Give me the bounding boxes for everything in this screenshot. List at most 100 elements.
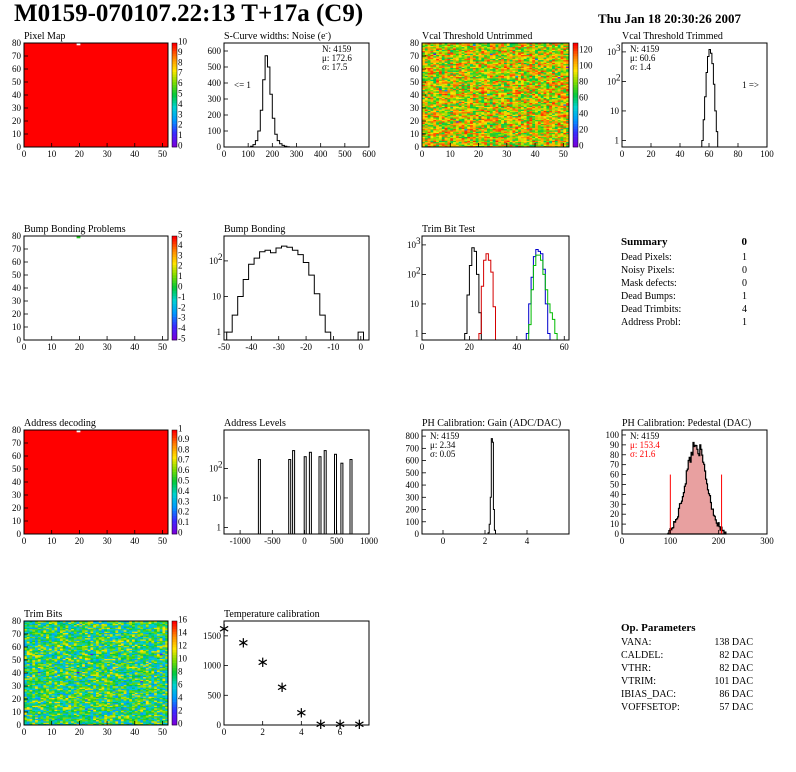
- heatmap-cell: [450, 44, 454, 46]
- heatmap-cell: [537, 137, 542, 140]
- heatmap-cell: [518, 98, 522, 101]
- heatmap-cell: [478, 54, 482, 57]
- heatmap-cell: [549, 63, 553, 66]
- heatmap-cell: [523, 53, 527, 55]
- heatmap-cell: [430, 48, 434, 50]
- heatmap-cell: [552, 53, 556, 55]
- heatmap-cell: [512, 46, 516, 49]
- heatmap-cell: [552, 50, 556, 53]
- y-tick-label: 20: [610, 509, 620, 519]
- heatmap-cell: [549, 61, 553, 63]
- heatmap-cell: [436, 63, 440, 66]
- heatmap-cell: [475, 79, 479, 81]
- heatmap-cell: [492, 106, 496, 109]
- heatmap-cell: [535, 126, 539, 128]
- heatmap-cell: [549, 101, 553, 104]
- heatmap-cell: [560, 85, 564, 88]
- heatmap-cell: [487, 114, 491, 117]
- heatmap-cell: [461, 115, 465, 118]
- heatmap-cell: [520, 84, 525, 87]
- heatmap-cell: [447, 74, 451, 76]
- heatmap-cell: [498, 80, 502, 83]
- heatmap-cell: [552, 80, 556, 83]
- heatmap-cell: [478, 67, 482, 70]
- heatmap-cell: [560, 84, 564, 87]
- heatmap-cell: [495, 72, 499, 75]
- heatmap-cell: [455, 132, 460, 135]
- color-bar-segment: [172, 87, 177, 91]
- heatmap-cell: [489, 66, 493, 68]
- heatmap-cell: [447, 65, 451, 67]
- plot-frame: [23, 235, 169, 341]
- heatmap-cell: [495, 136, 499, 139]
- heatmap-cell: [523, 111, 527, 114]
- y-tick-label: 70: [410, 51, 420, 61]
- heatmap-cell: [549, 108, 553, 110]
- heatmap-cell: [506, 65, 510, 67]
- heatmap-cell: [436, 101, 440, 104]
- heatmap-cell: [447, 66, 451, 68]
- heatmap-cell: [552, 118, 556, 120]
- heatmap-cell: [557, 124, 561, 127]
- heatmap-cell: [24, 626, 28, 628]
- heatmap-cell: [495, 66, 499, 68]
- heatmap-cell: [523, 43, 527, 45]
- heatmap-cell: [523, 93, 527, 96]
- heatmap-cell: [506, 123, 510, 126]
- heatmap-cell: [557, 97, 561, 100]
- heatmap-cell: [529, 114, 533, 117]
- heatmap-cell: [557, 79, 561, 81]
- heatmap-cell: [552, 100, 556, 102]
- heatmap-cell: [526, 67, 530, 70]
- heatmap-cell: [540, 52, 544, 54]
- heatmap-cell: [566, 117, 570, 119]
- heatmap-cell: [552, 88, 556, 91]
- heatmap-cell: [546, 104, 550, 106]
- heatmap-cell: [563, 54, 567, 57]
- heatmap-cell: [470, 82, 474, 84]
- heatmap-cell: [535, 83, 539, 85]
- heatmap-cell: [438, 134, 443, 136]
- heatmap-cell: [495, 53, 499, 55]
- heatmap-cell: [495, 46, 499, 49]
- heatmap-cell: [546, 134, 550, 136]
- heatmap-cell: [475, 46, 479, 49]
- heatmap-cell: [515, 58, 519, 61]
- heatmap-cell: [489, 82, 493, 84]
- heatmap-cell: [453, 44, 457, 46]
- heatmap-cell: [501, 136, 505, 139]
- heatmap-cell: [458, 141, 462, 144]
- heatmap-cell: [481, 71, 485, 74]
- heatmap-cell: [464, 61, 468, 63]
- heatmap-cell: [464, 88, 468, 91]
- heatmap-cell: [554, 43, 558, 45]
- heatmap-cell: [26, 722, 30, 724]
- heatmap-cell: [557, 108, 561, 110]
- heatmap-cell: [537, 100, 542, 102]
- heatmap-cell: [436, 100, 440, 102]
- heatmap-cell: [461, 143, 465, 145]
- heatmap-cell: [489, 52, 493, 54]
- heatmap-cell: [557, 87, 561, 89]
- heatmap-cell: [529, 117, 533, 119]
- heatmap-cell: [518, 61, 522, 63]
- heatmap-cell: [566, 58, 570, 61]
- heatmap-cell: [509, 111, 513, 114]
- heatmap-cell: [540, 122, 544, 124]
- heatmap-cell: [450, 135, 454, 137]
- heatmap-cell: [427, 122, 431, 124]
- heatmap-cell: [444, 82, 448, 84]
- heatmap-cell: [26, 632, 30, 635]
- heatmap-cell: [549, 78, 553, 80]
- heatmap-cell: [29, 709, 33, 711]
- heatmap-cell: [470, 57, 474, 59]
- heatmap-cell: [441, 49, 445, 52]
- heatmap-cell: [455, 62, 460, 65]
- heatmap-cell: [532, 80, 536, 83]
- heatmap-cell: [450, 104, 454, 106]
- heatmap-cell: [549, 97, 553, 100]
- heatmap-cell: [455, 74, 460, 76]
- heatmap-cell: [543, 139, 547, 141]
- heatmap-cell: [560, 97, 564, 100]
